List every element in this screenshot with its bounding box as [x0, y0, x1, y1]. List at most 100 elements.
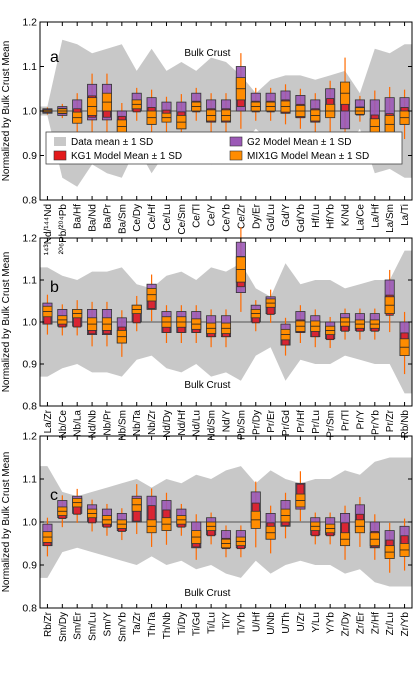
x-category-label: Gd/Yb — [296, 204, 307, 233]
x-category-label: Nb/Ce — [58, 410, 69, 439]
y-tick-label: 1.1 — [22, 474, 37, 486]
y-tick-label: 1.2 — [22, 431, 37, 443]
x-category-label: ¹⁴³Nd/¹⁴⁴Nd — [43, 204, 54, 255]
x-category-label: U/Th — [281, 612, 292, 634]
y-axis-label: Normalized by Bulk Crust Mean — [1, 252, 12, 393]
x-category-label: Pr/Sm — [326, 410, 337, 438]
x-category-label: Nd/Hf — [177, 410, 188, 436]
kg1-box — [147, 505, 156, 522]
x-category-label: Zr/Lu — [385, 612, 396, 635]
x-category-label: Nb/Sm — [117, 410, 128, 441]
x-category-label: La/Ti — [400, 204, 411, 226]
legend-label-band: Data mean ± 1 SD — [71, 137, 153, 148]
y-tick-label: 1.0 — [22, 106, 37, 118]
legend-label-kg1: KG1 Model Mean ± 1 SD — [71, 151, 182, 162]
x-category-label: Pr/Gd — [281, 410, 292, 436]
x-category-label: U/Nb — [266, 612, 277, 635]
x-category-label: La/Sm — [385, 204, 396, 233]
x-category-label: Th/Ta — [147, 612, 158, 637]
x-category-label: U/Zr — [296, 611, 307, 631]
x-category-label: Sm/Lu — [88, 612, 99, 641]
panel-a: 0.8 0.9 1.0 1.1 1.2 ¹⁴³Nd/¹⁴⁴Nd ²⁰⁶Pb/²⁰⁴Pb Ba/… — [1, 17, 413, 255]
x-category-label: Pr/Er — [266, 409, 277, 432]
x-category-label: Sm/Yb — [117, 612, 128, 642]
x-category-label: Nd/Y — [222, 410, 233, 433]
y-tick-label: 1.0 — [22, 317, 37, 329]
x-category-label: Zr/Hf — [370, 612, 381, 634]
y-tick-label: 0.8 — [22, 603, 37, 615]
y-tick-label: 0.9 — [22, 359, 37, 371]
x-category-label: Rb/Nb — [400, 410, 411, 439]
x-category-label: Rb/Zr — [43, 611, 54, 637]
y-tick-label: 1.1 — [22, 61, 37, 73]
x-category-label: Ce/Dy — [132, 204, 143, 232]
bulk-crust-annotation: Bulk Crust — [184, 588, 230, 599]
x-category-label: Nb/Ta — [132, 410, 143, 437]
legend-swatch-g2 — [229, 136, 243, 147]
x-category-label: Ce/Yb — [222, 204, 233, 232]
legend-swatch-mix1g — [229, 150, 243, 161]
x-category-label: La/Ce — [355, 204, 366, 231]
x-category-label: Ti/Lu — [207, 612, 218, 634]
x-category-label: Ce/Lu — [162, 204, 173, 231]
y-axis-label: Normalized by Bulk Crust Mean — [1, 41, 12, 182]
x-category-label: Nd/Sm — [207, 410, 218, 441]
bulk-crust-annotation: Bulk Crust — [184, 380, 230, 391]
x-category-label: Nd/Dy — [162, 410, 173, 438]
x-category-label: Nb/Zr — [147, 409, 158, 435]
x-category-label: Nd/Lu — [192, 410, 203, 437]
x-category-label: Ba/Hf — [73, 204, 84, 229]
x-category-label: Y/Lu — [311, 612, 322, 633]
panel-b: 0.8 0.9 1.0 1.1 1.2 La/Zr Nb/Ce Nb/La Nd/Nb Nb/Pr… — [1, 227, 413, 441]
x-category-label: Ba/Pr — [102, 203, 113, 229]
x-category-label: Nd/Nb — [88, 410, 99, 439]
x-category-label: U/Hf — [251, 612, 262, 632]
kg1-box — [132, 312, 141, 324]
x-category-label: Ba/Sm — [117, 204, 128, 234]
bulk-crust-annotation: Bulk Crust — [184, 48, 230, 59]
legend-swatch-band — [54, 137, 66, 146]
legend-swatch-kg1 — [53, 150, 67, 161]
legend-box — [45, 131, 403, 165]
y-tick-label: 0.9 — [22, 150, 37, 162]
x-category-label: La/Hf — [370, 204, 381, 228]
x-category-label: Y/Yb — [326, 612, 337, 634]
x-category-label: Ba/Nd — [88, 204, 99, 232]
x-category-label: Ce/Tl — [192, 204, 203, 228]
legend-label-g2: G2 Model Mean ± 1 SD — [247, 137, 351, 148]
kg1-box — [73, 316, 82, 328]
x-category-label: Pr/Zr — [385, 409, 396, 432]
x-category-label: Pr/Lu — [311, 410, 322, 434]
x-category-label: Dy/Er — [251, 203, 262, 229]
x-category-label: Hf/Yb — [326, 204, 337, 229]
y-tick-label: 0.9 — [22, 560, 37, 572]
y-tick-label: 1.0 — [22, 517, 37, 529]
y-tick-label: 1.1 — [22, 275, 37, 287]
x-category-label: Sm/Dy — [58, 612, 69, 642]
x-category-label: Ce/Hf — [147, 204, 158, 230]
x-category-label: Gd/Y — [281, 204, 292, 227]
x-category-label: Zr/Er — [355, 611, 366, 634]
legend: Data mean ± 1 SD G2 Model Mean ± 1 SD KG1 … — [45, 131, 403, 165]
x-category-label: Ta/Zr — [132, 611, 143, 634]
x-category-label: Gd/Lu — [266, 204, 277, 231]
x-category-label: Nb/La — [73, 410, 84, 437]
x-category-label: Pb/Sm — [236, 410, 247, 440]
y-tick-label: 0.8 — [22, 401, 37, 413]
y-tick-label: 0.8 — [22, 195, 37, 207]
x-category-label: Zr/Yb — [400, 612, 411, 637]
panel-letter: c — [50, 487, 58, 504]
y-tick-label: 1.2 — [22, 17, 37, 29]
x-category-label: Ce/Zr — [236, 203, 247, 229]
x-category-label: Nb/Pr — [102, 409, 113, 435]
x-category-label: ²⁰⁶Pb/²⁰⁴Pb — [58, 204, 69, 255]
x-category-label: Pr/Hf — [296, 410, 307, 433]
x-category-label: La/Zr — [43, 409, 54, 433]
x-category-label: Sm/Y — [102, 612, 113, 637]
x-category-label: Pr/Dy — [251, 410, 262, 435]
y-axis-label: Normalized by Bulk Crust Mean — [1, 452, 12, 593]
y-tick-label: 1.2 — [22, 233, 37, 245]
panel-c: 0.8 0.9 1.0 1.1 1.2 Rb/Zr Sm/Dy Sm/Er Sm/Lu Sm/Y S… — [1, 431, 413, 642]
x-category-label: Ti/Dy — [177, 612, 188, 635]
